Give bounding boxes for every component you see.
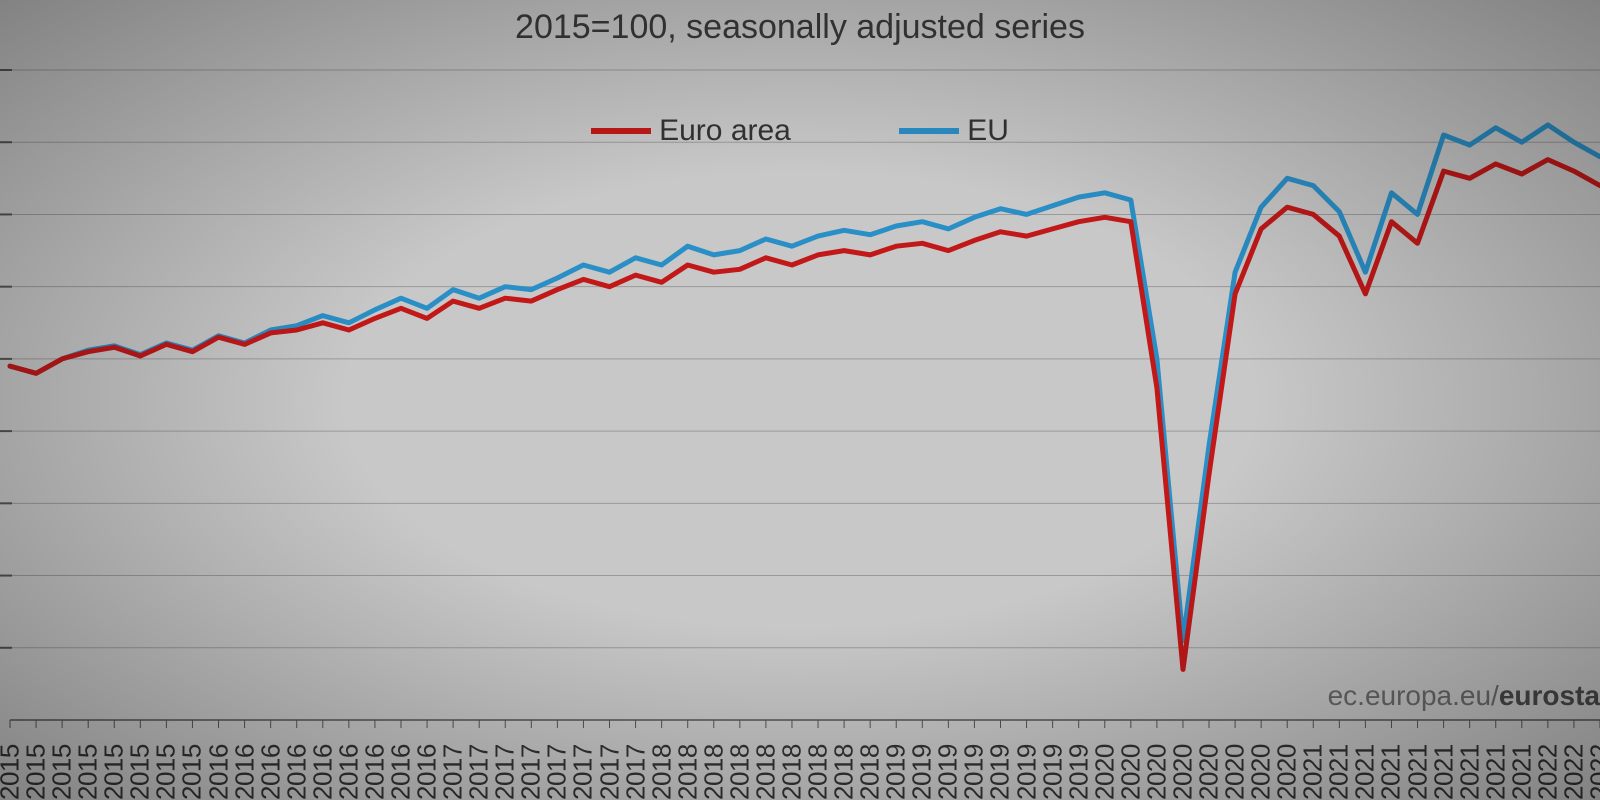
chart-container: { "chart": { "type": "line", "title": "2… bbox=[0, 0, 1600, 800]
source-text: ec.europa.eu/eurosta bbox=[1328, 680, 1600, 712]
source-prefix: ec.europa.eu/ bbox=[1328, 680, 1499, 711]
x-axis-labels: 2015201520152015201520152015201520162016… bbox=[0, 728, 1600, 800]
x-axis-label: 2022 bbox=[1585, 744, 1600, 800]
source-bold: eurosta bbox=[1499, 680, 1600, 711]
